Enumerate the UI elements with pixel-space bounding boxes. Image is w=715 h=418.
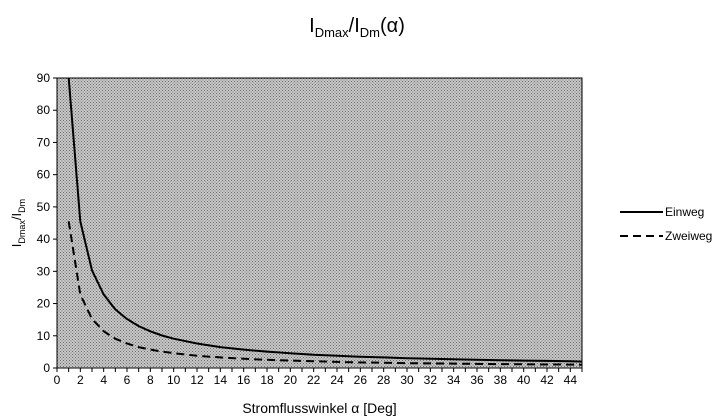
x-tick-label: 24 — [330, 373, 344, 387]
x-tick-label: 34 — [447, 373, 461, 387]
x-tick-label: 8 — [147, 373, 154, 387]
y-tick-label: 50 — [37, 200, 51, 214]
legend-label-einweg: Einweg — [665, 205, 704, 219]
legend: Einweg Zweiweg — [620, 205, 712, 243]
x-tick-label: 28 — [377, 373, 391, 387]
x-tick-label: 16 — [237, 373, 251, 387]
series-lines — [67, 77, 583, 366]
x-tick-label: 6 — [124, 373, 131, 387]
y-tick-label: 20 — [37, 297, 51, 311]
x-tick-label: 38 — [494, 373, 508, 387]
x-tick-label: 2 — [77, 373, 84, 387]
legend-label-zweiweg: Zweiweg — [665, 229, 712, 243]
x-tick-label: 32 — [424, 373, 438, 387]
y-tick-label: 10 — [37, 329, 51, 343]
y-tick-label: 80 — [37, 103, 51, 117]
chart-title: IDmax/IDm(α) — [309, 15, 405, 40]
y-tick-label: 30 — [37, 264, 51, 278]
x-axis-label: Stromflusswinkel α [Deg] — [242, 400, 396, 416]
x-tick-label: 36 — [470, 373, 484, 387]
x-tick-label: 30 — [400, 373, 414, 387]
x-tick-label: 10 — [167, 373, 181, 387]
x-tick-label: 0 — [54, 373, 61, 387]
y-tick-label: 60 — [37, 168, 51, 182]
y-tick-label: 40 — [37, 232, 51, 246]
plot-area — [56, 77, 583, 369]
x-tick-label: 18 — [260, 373, 274, 387]
x-tick-label: 20 — [284, 373, 298, 387]
series-line-einweg — [67, 77, 583, 363]
x-tick-label: 12 — [190, 373, 204, 387]
x-tick-label: 14 — [214, 373, 228, 387]
y-tick-label: 90 — [37, 71, 51, 85]
x-tick-label: 42 — [540, 373, 554, 387]
series-line-zweiweg — [67, 221, 583, 366]
x-tick-label: 4 — [100, 373, 107, 387]
y-tick-label: 70 — [37, 135, 51, 149]
y-tick-label: 0 — [43, 361, 50, 375]
x-tick-label: 44 — [564, 373, 578, 387]
x-tick-label: 22 — [307, 373, 321, 387]
x-tick-label: 40 — [517, 373, 531, 387]
x-tick-label: 26 — [354, 373, 368, 387]
y-axis-label: IDmax/IDm — [9, 199, 27, 247]
